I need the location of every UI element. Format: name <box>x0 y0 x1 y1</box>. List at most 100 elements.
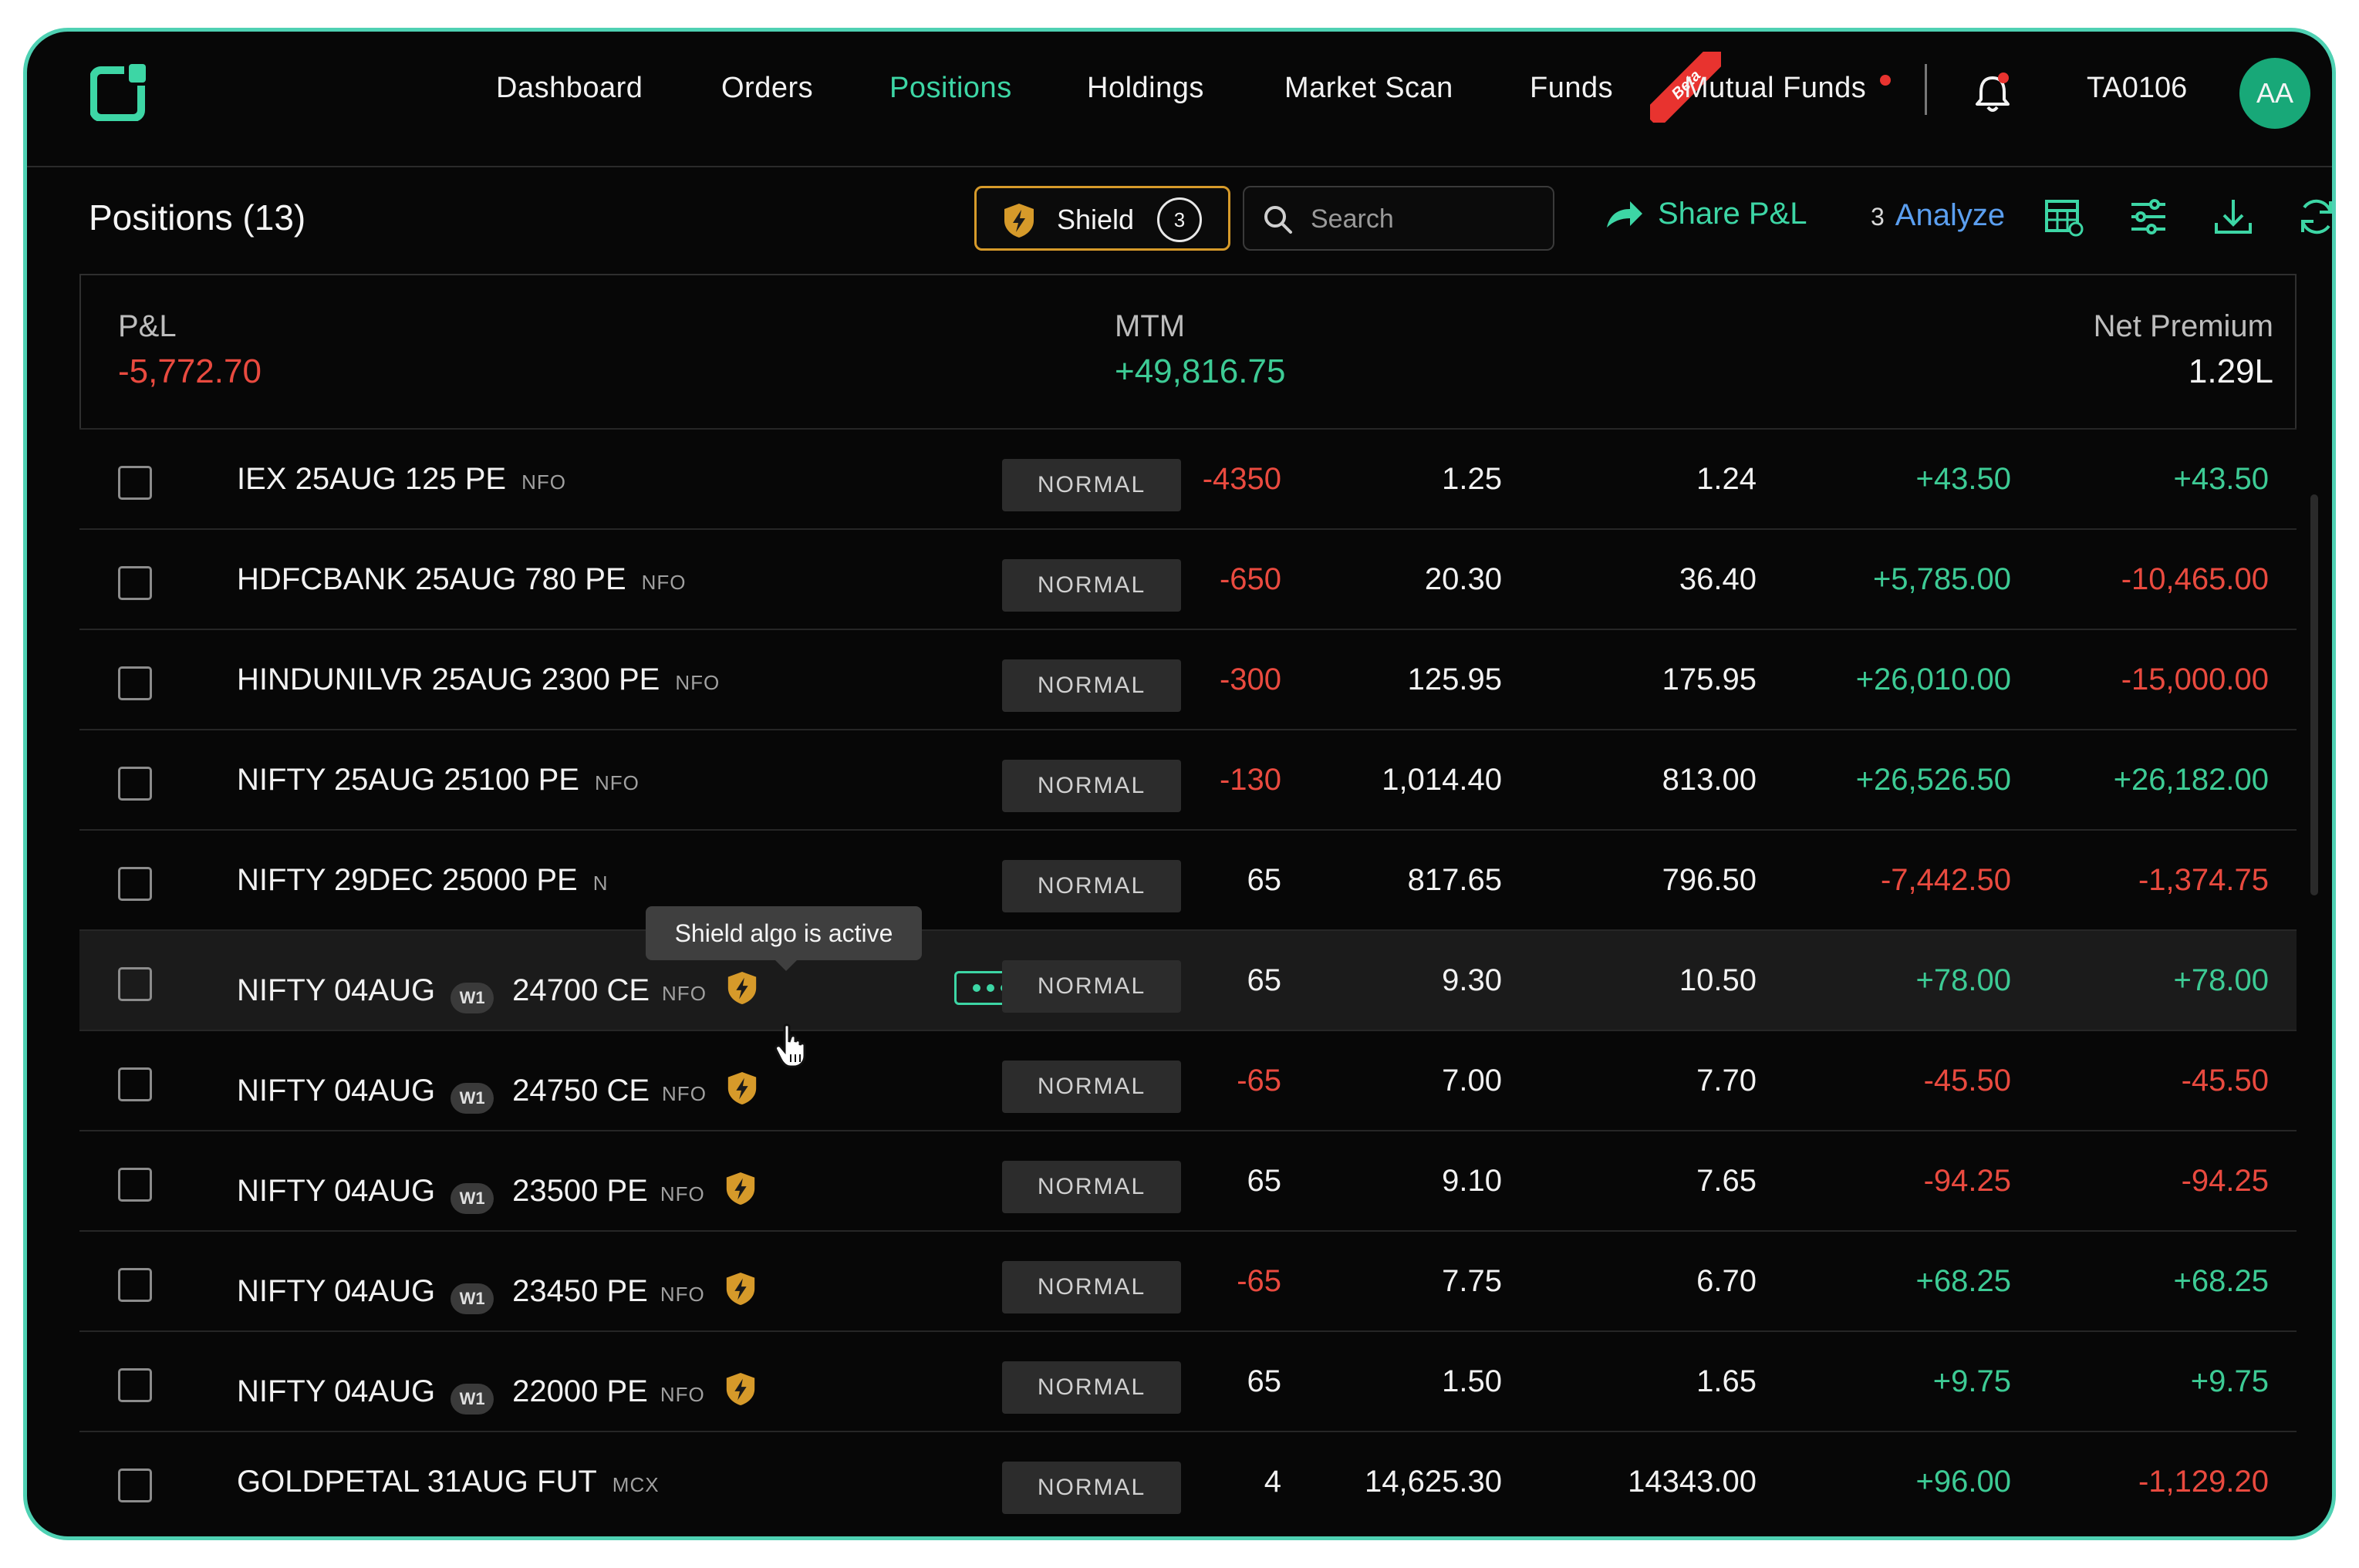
row-checkbox[interactable] <box>118 1368 152 1402</box>
row-checkbox[interactable] <box>118 1469 152 1502</box>
nav-market-scan[interactable]: Market Scan <box>1284 72 1453 104</box>
shield-active-icon[interactable] <box>724 1170 758 1207</box>
table-row[interactable]: NIFTY 04AUG W1 24750 CE NFO NORMAL -65 7.00 7.7… <box>79 1030 2297 1130</box>
search-field[interactable] <box>1243 186 1554 251</box>
table-row[interactable]: IEX 25AUG 125 PE NFO NORMAL -4350 1.25 1.24 +4… <box>79 428 2297 528</box>
change-cell: +78.00 <box>2173 963 2269 997</box>
search-input[interactable] <box>1311 198 1542 240</box>
row-checkbox[interactable] <box>118 466 152 500</box>
instrument-cell[interactable]: NIFTY 25AUG 25100 PE NFO <box>237 763 640 797</box>
instrument-name: HINDUNILVR 25AUG 2300 PE <box>237 663 660 696</box>
change-cell: -1,374.75 <box>2138 863 2269 897</box>
change-cell: -94.25 <box>2181 1164 2269 1198</box>
exchange-label: N <box>592 872 609 895</box>
shield-button[interactable]: Shield 3 <box>974 186 1230 251</box>
ltp-cell: 7.70 <box>1696 1064 1757 1098</box>
search-icon <box>1264 206 1292 234</box>
instrument-cell[interactable]: NIFTY 04AUG W1 24750 CE NFO <box>237 1064 759 1114</box>
qty-cell: -130 <box>1219 763 1281 797</box>
nav-funds[interactable]: Funds <box>1530 72 1614 104</box>
nav-positions[interactable]: Positions <box>889 72 1012 104</box>
row-checkbox[interactable] <box>118 767 152 801</box>
qty-cell: 4 <box>1264 1465 1281 1499</box>
instrument-cell[interactable]: GOLDPETAL 31AUG FUT MCX <box>237 1465 660 1499</box>
filter-sliders-icon[interactable] <box>2127 195 2170 238</box>
nav-orders[interactable]: Orders <box>721 72 814 104</box>
pnl-cell: +26,010.00 <box>1855 663 2011 696</box>
page-title: Positions (13) <box>89 197 306 238</box>
table-row[interactable]: HINDUNILVR 25AUG 2300 PE NFO NORMAL -300 125… <box>79 629 2297 729</box>
ltp-cell: 1.24 <box>1696 462 1757 496</box>
avatar[interactable]: AA <box>2239 58 2310 129</box>
bell-icon[interactable] <box>1973 72 2013 115</box>
shield-active-icon[interactable] <box>724 1371 758 1408</box>
qty-cell: 65 <box>1247 1364 1282 1398</box>
instrument-name: NIFTY 04AUG <box>237 1074 436 1108</box>
avg-price-cell: 7.00 <box>1442 1064 1502 1098</box>
row-checkbox[interactable] <box>118 1268 152 1302</box>
instrument-cell[interactable]: NIFTY 04AUG W1 24700 CE NFO <box>237 963 759 1013</box>
instrument-cell[interactable]: NIFTY 29DEC 25000 PE N <box>237 863 608 898</box>
nav-mutual-funds[interactable]: Mutual Funds <box>1684 72 1867 104</box>
product-tag: NORMAL <box>1002 1061 1181 1113</box>
table-view-icon[interactable] <box>2042 195 2085 238</box>
table-row[interactable]: GOLDPETAL 31AUG FUT MCX NORMAL 4 14,625.30 14… <box>79 1431 2297 1531</box>
row-checkbox[interactable] <box>118 666 152 700</box>
table-row[interactable]: NIFTY 04AUG W1 24700 CE NFO NORMAL 65 9.30 10.5… <box>79 929 2297 1030</box>
pnl-cell: +43.50 <box>1915 462 2011 496</box>
instrument-cell[interactable]: HDFCBANK 25AUG 780 PE NFO <box>237 562 687 597</box>
shield-tooltip: Shield algo is active <box>646 906 922 971</box>
qty-cell: 65 <box>1247 1164 1282 1198</box>
instrument-cell[interactable]: NIFTY 04AUG W1 23450 PE NFO <box>237 1264 758 1314</box>
ltp-cell: 796.50 <box>1662 863 1757 897</box>
brand-logo[interactable] <box>90 62 149 121</box>
nav-dashboard[interactable]: Dashboard <box>496 72 643 104</box>
instrument-cell[interactable]: HINDUNILVR 25AUG 2300 PE NFO <box>237 663 720 697</box>
shield-active-icon[interactable] <box>725 1070 759 1107</box>
instrument-cell[interactable]: NIFTY 04AUG W1 23500 PE NFO <box>237 1164 758 1214</box>
table-row[interactable]: NIFTY 25AUG 25100 PE NFO NORMAL -130 1,014.4… <box>79 729 2297 829</box>
change-cell: +43.50 <box>2173 462 2269 496</box>
table-scrollbar[interactable] <box>2310 494 2318 895</box>
row-checkbox[interactable] <box>118 967 152 1001</box>
qty-cell: -4350 <box>1202 462 1281 496</box>
nav-holdings[interactable]: Holdings <box>1087 72 1204 104</box>
shield-active-icon[interactable] <box>724 1270 758 1307</box>
refresh-icon[interactable] <box>2295 195 2336 238</box>
net-premium-value: 1.29L <box>2188 352 2273 390</box>
shield-icon <box>1004 204 1034 238</box>
exchange-label: NFO <box>660 1383 705 1406</box>
weekly-expiry-badge: W1 <box>451 1283 494 1314</box>
app-window: Dashboard Orders Positions Holdings Mark… <box>23 28 2336 1540</box>
row-checkbox[interactable] <box>118 1168 152 1202</box>
shield-active-icon[interactable] <box>725 969 759 1007</box>
avg-price-cell: 20.30 <box>1424 562 1502 596</box>
pnl-cell: +9.75 <box>1932 1364 2011 1398</box>
share-pnl-button[interactable]: Share P&L <box>1604 197 1807 231</box>
pnl-cell: +5,785.00 <box>1872 562 2011 596</box>
table-row[interactable]: HDFCBANK 25AUG 780 PE NFO NORMAL -650 20.30 3… <box>79 528 2297 629</box>
instrument-cell[interactable]: NIFTY 04AUG W1 22000 PE NFO <box>237 1364 758 1415</box>
row-checkbox[interactable] <box>118 566 152 600</box>
avg-price-cell: 7.75 <box>1442 1264 1502 1298</box>
table-row[interactable]: NIFTY 04AUG W1 22000 PE NFO NORMAL 65 1.50 1.65… <box>79 1330 2297 1431</box>
row-checkbox[interactable] <box>118 867 152 901</box>
change-cell: -15,000.00 <box>2121 663 2269 696</box>
table-row[interactable]: NIFTY 29DEC 25000 PE N NORMAL 65 817.65 796.5… <box>79 829 2297 929</box>
row-checkbox[interactable] <box>118 1067 152 1101</box>
download-icon[interactable] <box>2212 195 2255 238</box>
table-row[interactable]: NIFTY 04AUG W1 23500 PE NFO NORMAL 65 9.10 7.65… <box>79 1130 2297 1230</box>
weekly-expiry-badge: W1 <box>451 1384 494 1415</box>
new-indicator-dot <box>1880 75 1891 86</box>
ltp-cell: 175.95 <box>1662 663 1757 696</box>
table-row[interactable]: NIFTY 04AUG W1 23450 PE NFO NORMAL -65 7.75 6.7… <box>79 1230 2297 1330</box>
analyze-button[interactable]: 3 Analyze <box>1871 198 2005 233</box>
exchange-label: NFO <box>662 982 707 1005</box>
instrument-cell[interactable]: IEX 25AUG 125 PE NFO <box>237 462 566 497</box>
weekly-expiry-badge: W1 <box>451 983 494 1013</box>
account-id[interactable]: TA0106 <box>2087 72 2188 104</box>
pnl-cell: -45.50 <box>1923 1064 2011 1098</box>
strike-label: 22000 PE <box>512 1374 648 1408</box>
instrument-name: NIFTY 29DEC 25000 PE <box>237 863 578 897</box>
pnl-cell: +26,526.50 <box>1855 763 2011 797</box>
